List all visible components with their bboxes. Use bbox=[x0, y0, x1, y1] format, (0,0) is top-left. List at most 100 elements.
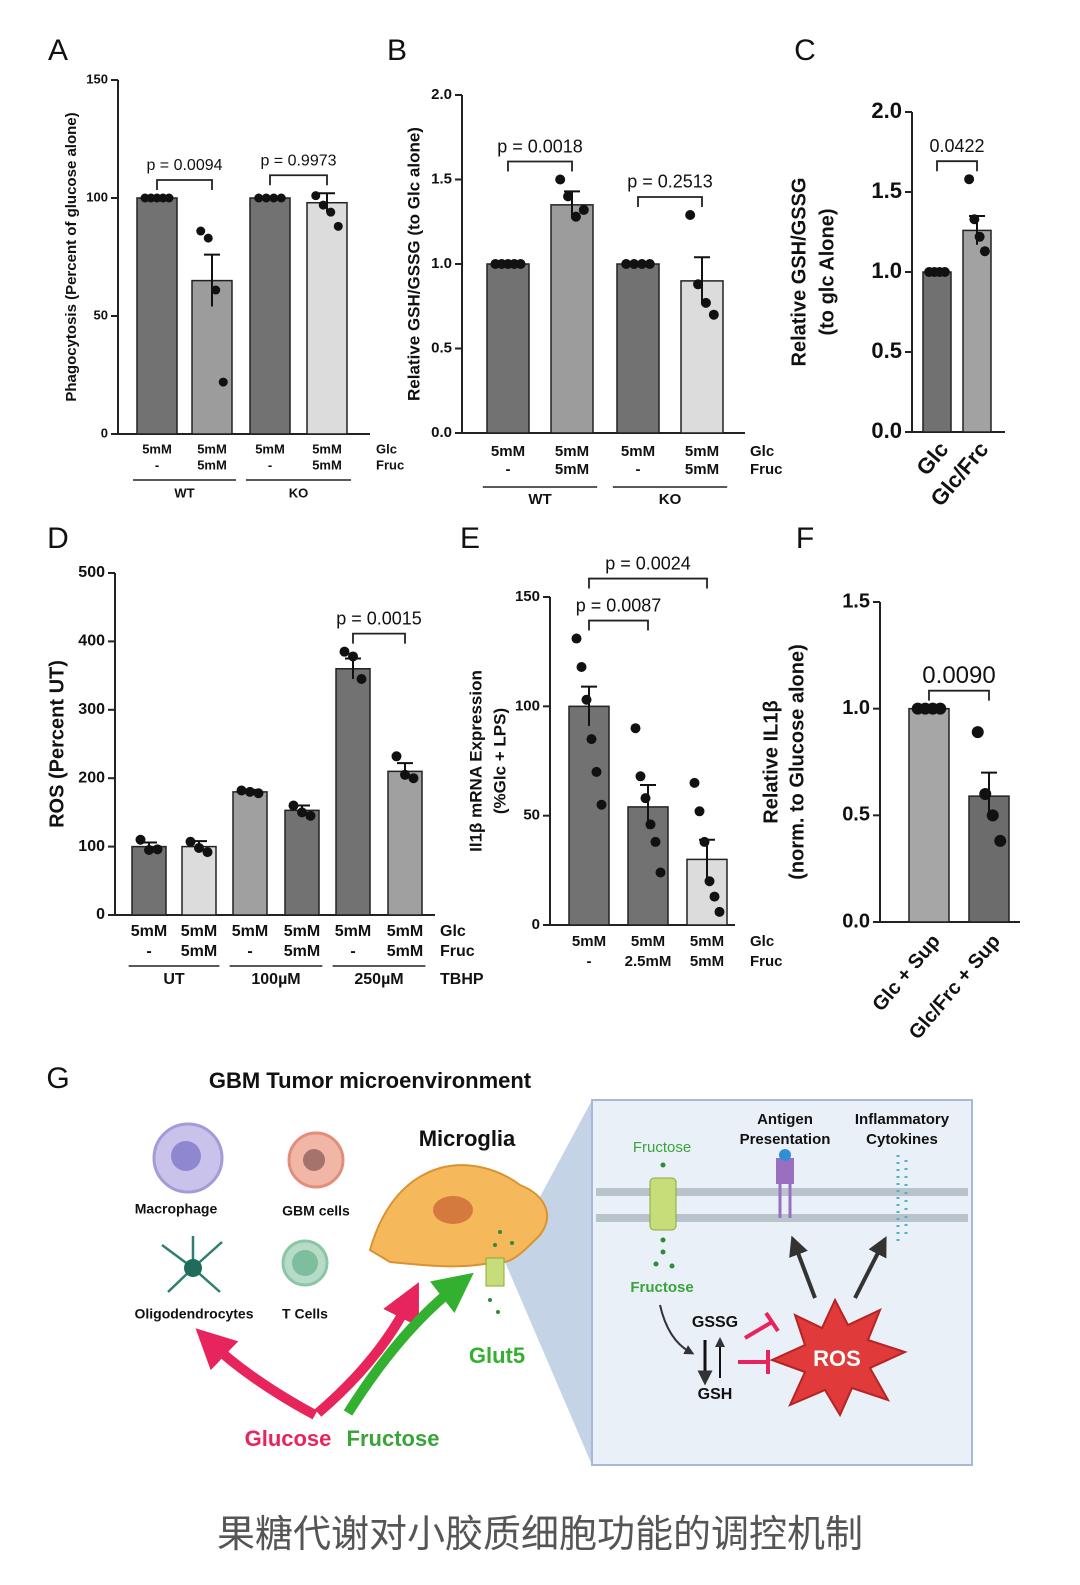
data-point bbox=[655, 867, 666, 878]
p-value: p = 0.9973 bbox=[260, 152, 336, 169]
x-tick-label: - bbox=[350, 943, 355, 960]
pathway-arrow bbox=[659, 1304, 695, 1355]
y-tick-label: 2.0 bbox=[431, 86, 452, 103]
y-axis-label: Phagocytosis (Percent of glucose alone) bbox=[63, 112, 80, 401]
macrophage-nucleus bbox=[171, 1141, 201, 1171]
x-tick-label: 5mM bbox=[555, 461, 589, 478]
data-point bbox=[650, 836, 661, 847]
x-tick-label: 5mM bbox=[631, 933, 665, 950]
cytokine-label: Inflammatory bbox=[855, 1111, 950, 1128]
data-point bbox=[152, 844, 163, 855]
gsh-label: GSH bbox=[698, 1386, 733, 1403]
row-label: TBHP bbox=[440, 971, 484, 988]
x-tick-label: - bbox=[268, 457, 272, 472]
x-tick-label: 5mM bbox=[387, 923, 423, 940]
membrane bbox=[596, 1188, 968, 1196]
group-label: 250µM bbox=[354, 971, 403, 988]
microglia-label: Microglia bbox=[419, 1126, 516, 1151]
bar bbox=[922, 271, 952, 433]
p-value: 0.0422 bbox=[929, 136, 984, 156]
data-point bbox=[934, 702, 947, 715]
bar bbox=[550, 204, 594, 434]
y-axis-label: Relative GSH/GSSG (to Glc alone) bbox=[404, 127, 423, 401]
antigen-label: Antigen bbox=[757, 1111, 813, 1128]
y-tick-label: 100 bbox=[86, 189, 108, 204]
y-tick-label: 0 bbox=[101, 425, 108, 440]
y-tick-label: 100 bbox=[78, 838, 105, 855]
x-tick-label: 5mM bbox=[181, 943, 217, 960]
x-tick-label: 5mM bbox=[181, 923, 217, 940]
y-tick-label: 300 bbox=[78, 701, 105, 718]
data-point bbox=[939, 267, 950, 277]
data-point bbox=[974, 231, 985, 242]
bar bbox=[335, 668, 371, 916]
data-point bbox=[576, 661, 587, 672]
y-axis-label: ROS (Percent UT) bbox=[46, 660, 68, 828]
bar bbox=[284, 809, 320, 916]
group-label: UT bbox=[163, 971, 185, 988]
x-tick-label: 5mM bbox=[312, 441, 342, 456]
x-tick-label: 5mM bbox=[572, 933, 606, 950]
data-point bbox=[979, 246, 990, 257]
data-point bbox=[700, 297, 711, 308]
row-label: Glc bbox=[376, 441, 397, 456]
glut5-transporter bbox=[485, 1257, 505, 1287]
bar bbox=[136, 197, 178, 435]
y-axis-label: Il1β mRNA Expression bbox=[466, 670, 485, 852]
group-label: KO bbox=[659, 491, 682, 508]
mhc-receptor bbox=[776, 1158, 794, 1184]
data-point bbox=[400, 769, 410, 780]
input-label: Fructose bbox=[347, 1426, 440, 1451]
antigen-label: Presentation bbox=[740, 1131, 831, 1148]
cytokine-label: Cytokines bbox=[866, 1131, 938, 1148]
y-axis-label: (%Glc + LPS) bbox=[490, 708, 509, 814]
y-tick-label: 0 bbox=[96, 906, 105, 923]
significance-bracket bbox=[352, 632, 406, 644]
y-tick-label: 1.0 bbox=[842, 697, 870, 719]
y-tick-label: 50 bbox=[94, 307, 108, 322]
inhibition bbox=[743, 1320, 774, 1340]
microglia-nucleus bbox=[433, 1196, 473, 1224]
data-point bbox=[356, 674, 367, 685]
bar bbox=[306, 201, 348, 435]
significance-bracket bbox=[637, 196, 703, 207]
y-tick-label: 0 bbox=[532, 916, 540, 933]
data-point bbox=[704, 876, 715, 887]
row-label: Fruc bbox=[750, 953, 783, 970]
y-tick-label: 500 bbox=[78, 564, 105, 581]
data-point bbox=[629, 259, 640, 269]
gssg-label: GSSG bbox=[692, 1314, 738, 1331]
group-label: WT bbox=[528, 491, 551, 508]
p-value: p = 0.0024 bbox=[605, 553, 691, 573]
membrane bbox=[596, 1214, 968, 1222]
y-tick-label: 0.0 bbox=[431, 424, 452, 441]
data-point bbox=[636, 259, 647, 269]
x-tick-label: 2.5mM bbox=[625, 953, 672, 970]
data-point bbox=[699, 836, 710, 847]
data-point bbox=[391, 751, 402, 762]
ros-arrow bbox=[853, 1236, 887, 1299]
error-bar bbox=[581, 685, 597, 727]
data-point bbox=[644, 259, 655, 269]
data-point bbox=[218, 377, 228, 387]
glucose-arrow bbox=[195, 1328, 318, 1420]
panel-label: F bbox=[796, 522, 814, 555]
y-tick-label: 100 bbox=[515, 697, 540, 714]
bar bbox=[686, 858, 728, 926]
cell-label: GBM cells bbox=[282, 1203, 350, 1219]
data-point bbox=[311, 191, 321, 201]
data-point bbox=[570, 211, 581, 222]
data-point bbox=[555, 174, 566, 185]
y-tick-label: 1.0 bbox=[431, 255, 452, 272]
p-value: 0.0090 bbox=[922, 662, 995, 689]
data-point bbox=[276, 193, 286, 203]
x-tick-label: - bbox=[155, 457, 159, 472]
data-point bbox=[305, 810, 316, 821]
data-point bbox=[596, 799, 607, 810]
diagram-title: GBM Tumor microenvironment bbox=[209, 1068, 532, 1093]
row-label: Glc bbox=[440, 923, 466, 940]
data-point bbox=[185, 836, 196, 847]
data-point bbox=[269, 193, 279, 203]
row-label: Glc bbox=[750, 933, 774, 950]
